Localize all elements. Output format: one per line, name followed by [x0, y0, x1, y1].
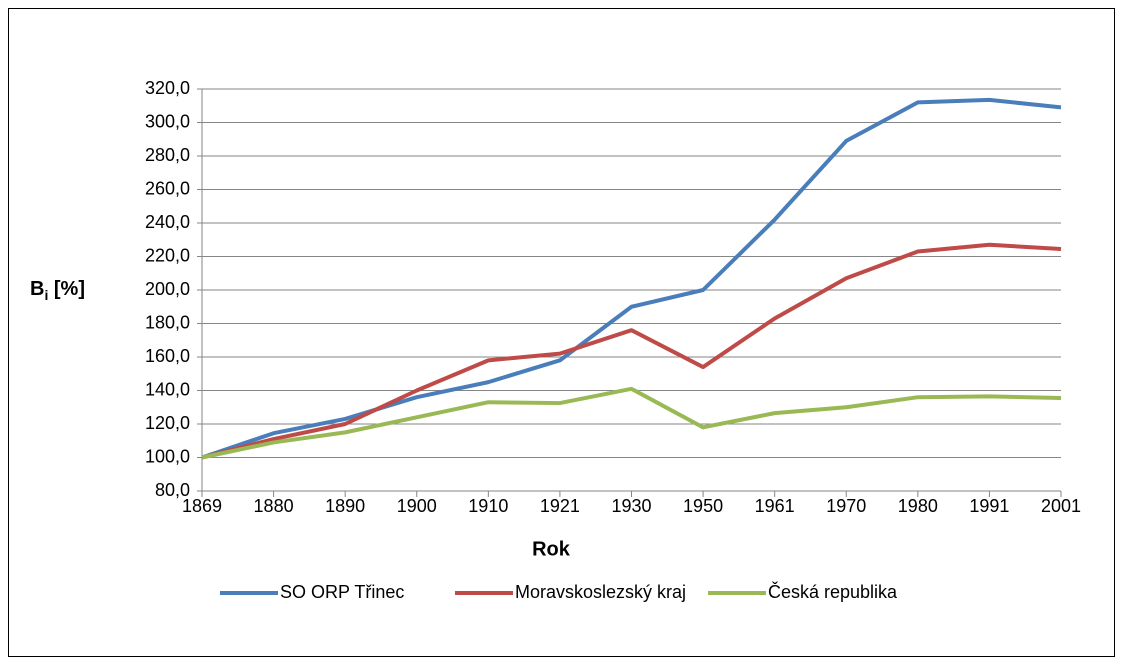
x-axis-label: Rok — [532, 538, 571, 560]
chart-border — [8, 8, 1115, 657]
x-tick-label: 1930 — [611, 496, 651, 516]
series-line — [201, 97, 1062, 460]
x-tick-label: 1970 — [826, 496, 866, 516]
y-tick-label: 300,0 — [145, 111, 190, 131]
legend-label: SO ORP Třinec — [280, 582, 404, 602]
x-tick-label: 2001 — [1041, 496, 1081, 516]
y-label-sub: i — [44, 287, 48, 303]
legend-label: Moravskoslezský kraj — [515, 582, 686, 602]
x-tick-label: 1890 — [325, 496, 365, 516]
y-tick-label: 260,0 — [145, 178, 190, 198]
y-tick-label: 120,0 — [145, 413, 190, 433]
y-tick-label: 280,0 — [145, 145, 190, 165]
x-tick-label: 1961 — [755, 496, 795, 516]
y-tick-label: 80,0 — [155, 480, 190, 500]
series-line — [201, 386, 1062, 460]
y-tick-label: 160,0 — [145, 346, 190, 366]
x-tick-label: 1980 — [898, 496, 938, 516]
y-tick-label: 200,0 — [145, 279, 190, 299]
x-tick-label: 1880 — [254, 496, 294, 516]
y-tick-label: 220,0 — [145, 245, 190, 265]
series-line — [201, 242, 1062, 460]
y-tick-label: 180,0 — [145, 312, 190, 332]
y-tick-label: 320,0 — [145, 78, 190, 98]
y-axis-label: Bi [%] — [30, 278, 85, 302]
x-tick-label: 1910 — [468, 496, 508, 516]
x-tick-label: 1950 — [683, 496, 723, 516]
x-tick-label: 1869 — [182, 496, 222, 516]
y-label-main: B — [30, 278, 44, 300]
legend-label: Česká republika — [768, 581, 898, 602]
x-tick-label: 1900 — [397, 496, 437, 516]
y-tick-label: 140,0 — [145, 379, 190, 399]
y-tick-label: 100,0 — [145, 446, 190, 466]
x-tick-label: 1921 — [540, 496, 580, 516]
x-tick-label: 1991 — [969, 496, 1009, 516]
y-label-unit: [%] — [48, 278, 85, 300]
y-tick-label: 240,0 — [145, 212, 190, 232]
